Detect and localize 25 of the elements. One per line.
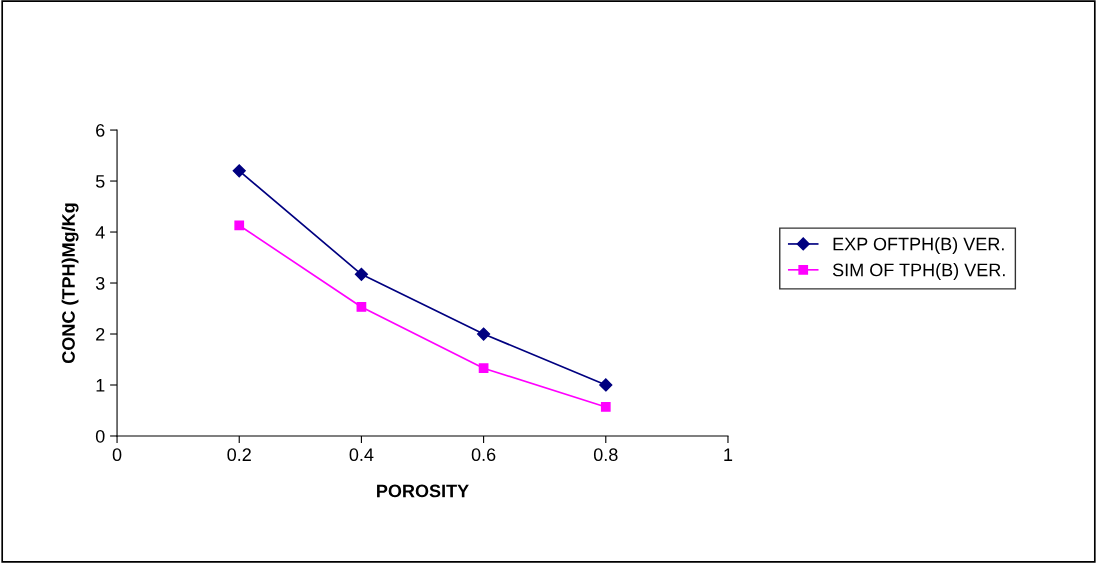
x-tick-label: 0.6 <box>471 448 496 462</box>
y-tick-label: 5 <box>95 175 105 188</box>
point <box>354 267 369 281</box>
point <box>234 220 245 231</box>
y-tick-label: 3 <box>95 276 105 290</box>
x-tick-label: 0.2 <box>227 448 251 462</box>
y-tick-label: 6 <box>96 123 105 137</box>
point <box>477 327 491 341</box>
x-axis-title: POROSITY <box>377 484 469 498</box>
point <box>478 363 489 374</box>
point <box>599 378 613 392</box>
x-tick-label: 1 <box>724 448 733 461</box>
x-tick-label: 0.4 <box>349 448 374 462</box>
y-tick-label: 1 <box>96 379 105 392</box>
point <box>600 402 611 412</box>
legend-label: SIM OF TPH(B) VER. <box>832 263 1005 280</box>
y-tick-label: 4 <box>95 226 105 239</box>
x-tick-label: 0.8 <box>593 448 618 462</box>
legend-label: EXP OFTPH(B) VER. <box>833 237 1004 255</box>
point <box>232 164 246 178</box>
y-axis-title: CONC (TPH)Mg/Kg <box>61 203 79 364</box>
y-tick-label: 0 <box>95 429 105 443</box>
x-tick-label: 0 <box>112 448 122 462</box>
y-tick-label: 2 <box>96 327 105 341</box>
point <box>356 302 367 312</box>
